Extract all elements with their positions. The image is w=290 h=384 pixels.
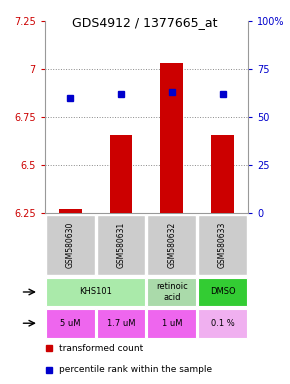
Bar xyxy=(46,309,95,338)
Text: 5 uM: 5 uM xyxy=(60,319,81,328)
Bar xyxy=(147,278,196,306)
Bar xyxy=(211,134,234,213)
Bar xyxy=(110,134,133,213)
Bar xyxy=(59,209,82,213)
Text: GDS4912 / 1377665_at: GDS4912 / 1377665_at xyxy=(72,16,218,29)
Bar xyxy=(97,309,145,338)
Bar xyxy=(198,215,247,275)
Text: KHS101: KHS101 xyxy=(79,288,112,296)
Text: 1.7 uM: 1.7 uM xyxy=(107,319,135,328)
Text: transformed count: transformed count xyxy=(59,344,144,353)
Text: GSM580630: GSM580630 xyxy=(66,222,75,268)
Bar xyxy=(198,278,247,306)
Text: 1 uM: 1 uM xyxy=(162,319,182,328)
Bar xyxy=(198,309,247,338)
Bar xyxy=(147,309,196,338)
Bar xyxy=(160,63,183,213)
Bar xyxy=(46,278,145,306)
Text: GSM580632: GSM580632 xyxy=(167,222,176,268)
Text: GSM580631: GSM580631 xyxy=(117,222,126,268)
Text: 0.1 %: 0.1 % xyxy=(211,319,234,328)
Text: percentile rank within the sample: percentile rank within the sample xyxy=(59,366,212,374)
Bar xyxy=(46,215,95,275)
Text: retinoic
acid: retinoic acid xyxy=(156,282,188,302)
Text: DMSO: DMSO xyxy=(210,288,235,296)
Bar xyxy=(97,215,145,275)
Bar xyxy=(147,215,196,275)
Text: GSM580633: GSM580633 xyxy=(218,222,227,268)
